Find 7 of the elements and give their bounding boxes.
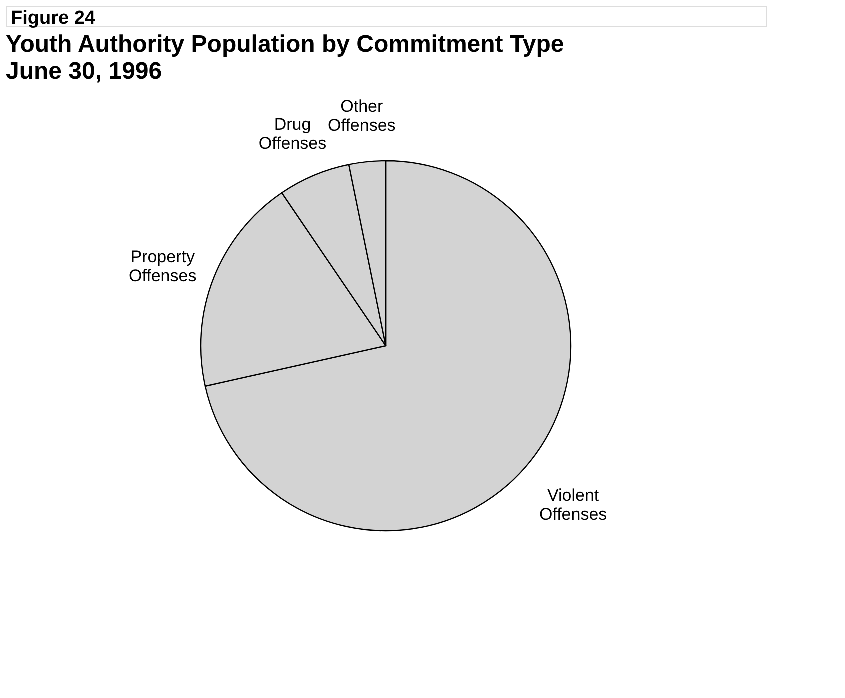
caption: Figure 24 <box>11 8 96 29</box>
slice-label: Violent Offenses <box>539 486 608 524</box>
slice-label: Drug Offenses <box>258 114 327 153</box>
chart-title: Youth Authority Population by Commitment Type <box>6 31 564 58</box>
slice-label: Property Offenses <box>128 248 197 286</box>
slice-label: Other Offenses <box>328 97 396 136</box>
chart-subtitle: June 30, 1996 <box>6 58 162 85</box>
